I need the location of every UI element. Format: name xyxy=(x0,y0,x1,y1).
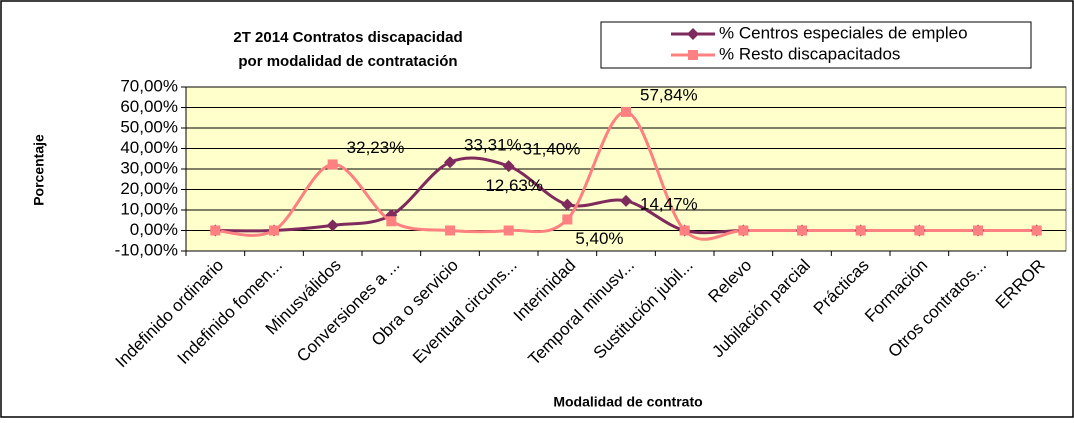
data-label: 57,84% xyxy=(640,85,698,104)
marker xyxy=(797,225,807,236)
y-tick-label: 30,00% xyxy=(120,158,178,177)
data-label: 12,63% xyxy=(485,176,543,195)
chart-title: por modalidad de contratación xyxy=(238,53,457,70)
y-tick-label: 20,00% xyxy=(120,179,178,198)
y-tick-label: 0,00% xyxy=(130,220,178,239)
y-tick-label: 40,00% xyxy=(120,138,178,157)
marker xyxy=(738,225,749,236)
data-label: 32,23% xyxy=(347,138,405,157)
y-tick-label: 60,00% xyxy=(120,97,178,116)
legend-marker xyxy=(688,50,698,60)
marker xyxy=(679,225,690,236)
marker xyxy=(973,225,983,236)
chart-title: 2T 2014 Contratos discapacidad xyxy=(233,29,462,46)
marker xyxy=(445,225,455,236)
marker xyxy=(855,225,866,236)
legend-label: % Resto discapacitados xyxy=(719,44,900,63)
legend-box xyxy=(600,21,1032,69)
y-tick-label: 70,00% xyxy=(120,76,178,95)
data-label: 33,31% xyxy=(464,136,522,155)
marker xyxy=(914,225,925,236)
marker xyxy=(621,106,631,117)
y-tick-label: 50,00% xyxy=(120,117,178,136)
marker xyxy=(502,160,515,173)
marker xyxy=(386,216,397,227)
data-label: 14,47% xyxy=(640,194,698,213)
legend-label: % Centros especiales de empleo xyxy=(719,23,968,42)
marker xyxy=(1031,225,1042,236)
marker xyxy=(326,219,339,232)
marker xyxy=(210,225,221,236)
data-label: 31,40% xyxy=(523,140,581,159)
marker xyxy=(269,225,279,236)
marker xyxy=(562,214,573,225)
y-axis-label: Porcentaje xyxy=(31,134,47,206)
y-tick-label: -10,00% xyxy=(115,240,178,259)
marker xyxy=(620,194,632,207)
marker xyxy=(503,225,514,236)
x-axis-label: Modalidad de contrato xyxy=(553,394,702,410)
marker xyxy=(444,156,456,169)
marker xyxy=(327,159,338,170)
data-label: 5,40% xyxy=(575,229,623,248)
marker xyxy=(561,198,574,211)
legend-marker xyxy=(687,28,699,40)
y-tick-label: 10,00% xyxy=(120,199,178,218)
